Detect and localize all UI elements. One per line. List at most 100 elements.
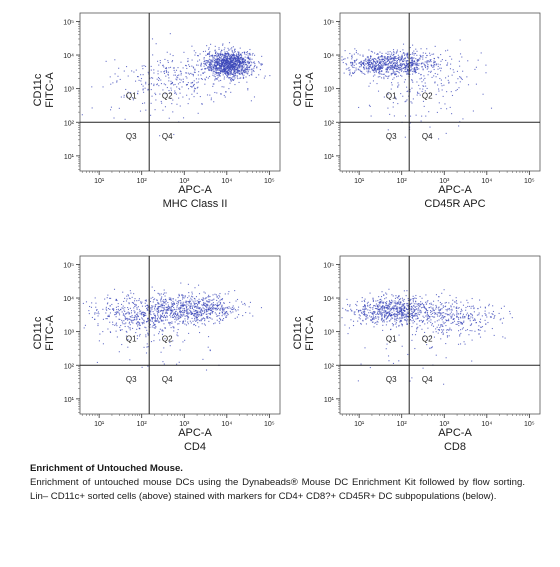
data-point [448,320,450,322]
data-point [364,298,366,300]
data-point [396,317,398,319]
data-point [245,54,247,56]
data-point [371,321,374,323]
data-point [228,88,230,90]
data-point [192,313,194,315]
data-point [136,307,138,309]
data-point [383,315,385,317]
data-point [107,328,109,330]
data-point [179,70,181,72]
data-point [156,84,158,86]
data-point [173,327,175,329]
data-point [371,69,373,71]
data-point [199,307,201,309]
data-point [230,312,232,314]
data-point [207,53,209,55]
data-point [249,65,251,67]
data-point [157,309,160,311]
data-point [229,54,231,56]
data-point [231,60,233,62]
data-point [246,81,248,83]
data-point [160,315,162,317]
data-point [462,70,464,72]
data-point [129,359,131,361]
data-point [194,310,196,312]
data-point [182,320,184,322]
data-point [210,69,212,72]
data-point [150,311,152,313]
data-point [391,73,393,75]
data-point [442,325,444,327]
data-point [358,317,360,319]
data-point [236,60,238,62]
data-point [129,327,131,329]
data-point [368,104,371,106]
data-point [176,305,178,307]
data-point [421,81,423,83]
data-point [415,303,417,305]
data-point [405,73,408,75]
data-point [153,334,155,336]
data-point [192,84,194,86]
data-point [425,65,427,67]
data-point [249,301,252,303]
data-point [469,305,471,307]
data-point [235,55,237,57]
data-point [450,317,452,319]
data-point [399,303,402,305]
data-point [427,67,429,69]
data-point [457,313,459,315]
data-point [213,83,215,85]
data-point [471,323,473,325]
data-point [177,323,179,325]
data-point [205,309,208,311]
data-point [222,62,224,64]
data-point [159,62,161,64]
data-point [219,301,222,304]
data-point [370,311,372,313]
data-point [146,343,148,345]
data-point [214,312,216,314]
data-point [241,59,243,61]
data-point [256,67,258,69]
data-point [208,47,210,49]
data-point [225,67,227,69]
data-point [233,66,235,68]
data-point [411,70,413,72]
data-point [184,323,186,325]
data-point [216,62,218,64]
data-point [451,303,453,305]
data-point [435,64,437,66]
data-point [430,302,432,304]
data-point [373,305,375,307]
data-point [221,86,223,88]
data-point [453,320,456,322]
data-point [165,300,167,302]
data-point [227,72,229,74]
data-point [380,70,382,72]
data-point [353,53,355,55]
data-point [449,329,451,331]
data-point [413,54,415,56]
data-point [242,76,244,78]
data-point [485,314,487,316]
data-point [221,49,223,52]
data-point [232,51,234,53]
data-point [168,297,170,299]
data-point [118,314,121,316]
data-point [209,350,211,352]
data-point [350,75,352,77]
data-point [423,75,425,77]
data-point [456,302,458,305]
data-point [190,310,192,312]
data-point [193,89,195,91]
data-point [379,56,381,58]
data-point [220,57,222,59]
data-point [375,66,377,68]
data-point [133,317,136,319]
data-point [217,55,219,57]
data-point [422,321,424,323]
data-point [155,43,157,45]
data-point [230,69,232,71]
data-point [212,56,214,58]
